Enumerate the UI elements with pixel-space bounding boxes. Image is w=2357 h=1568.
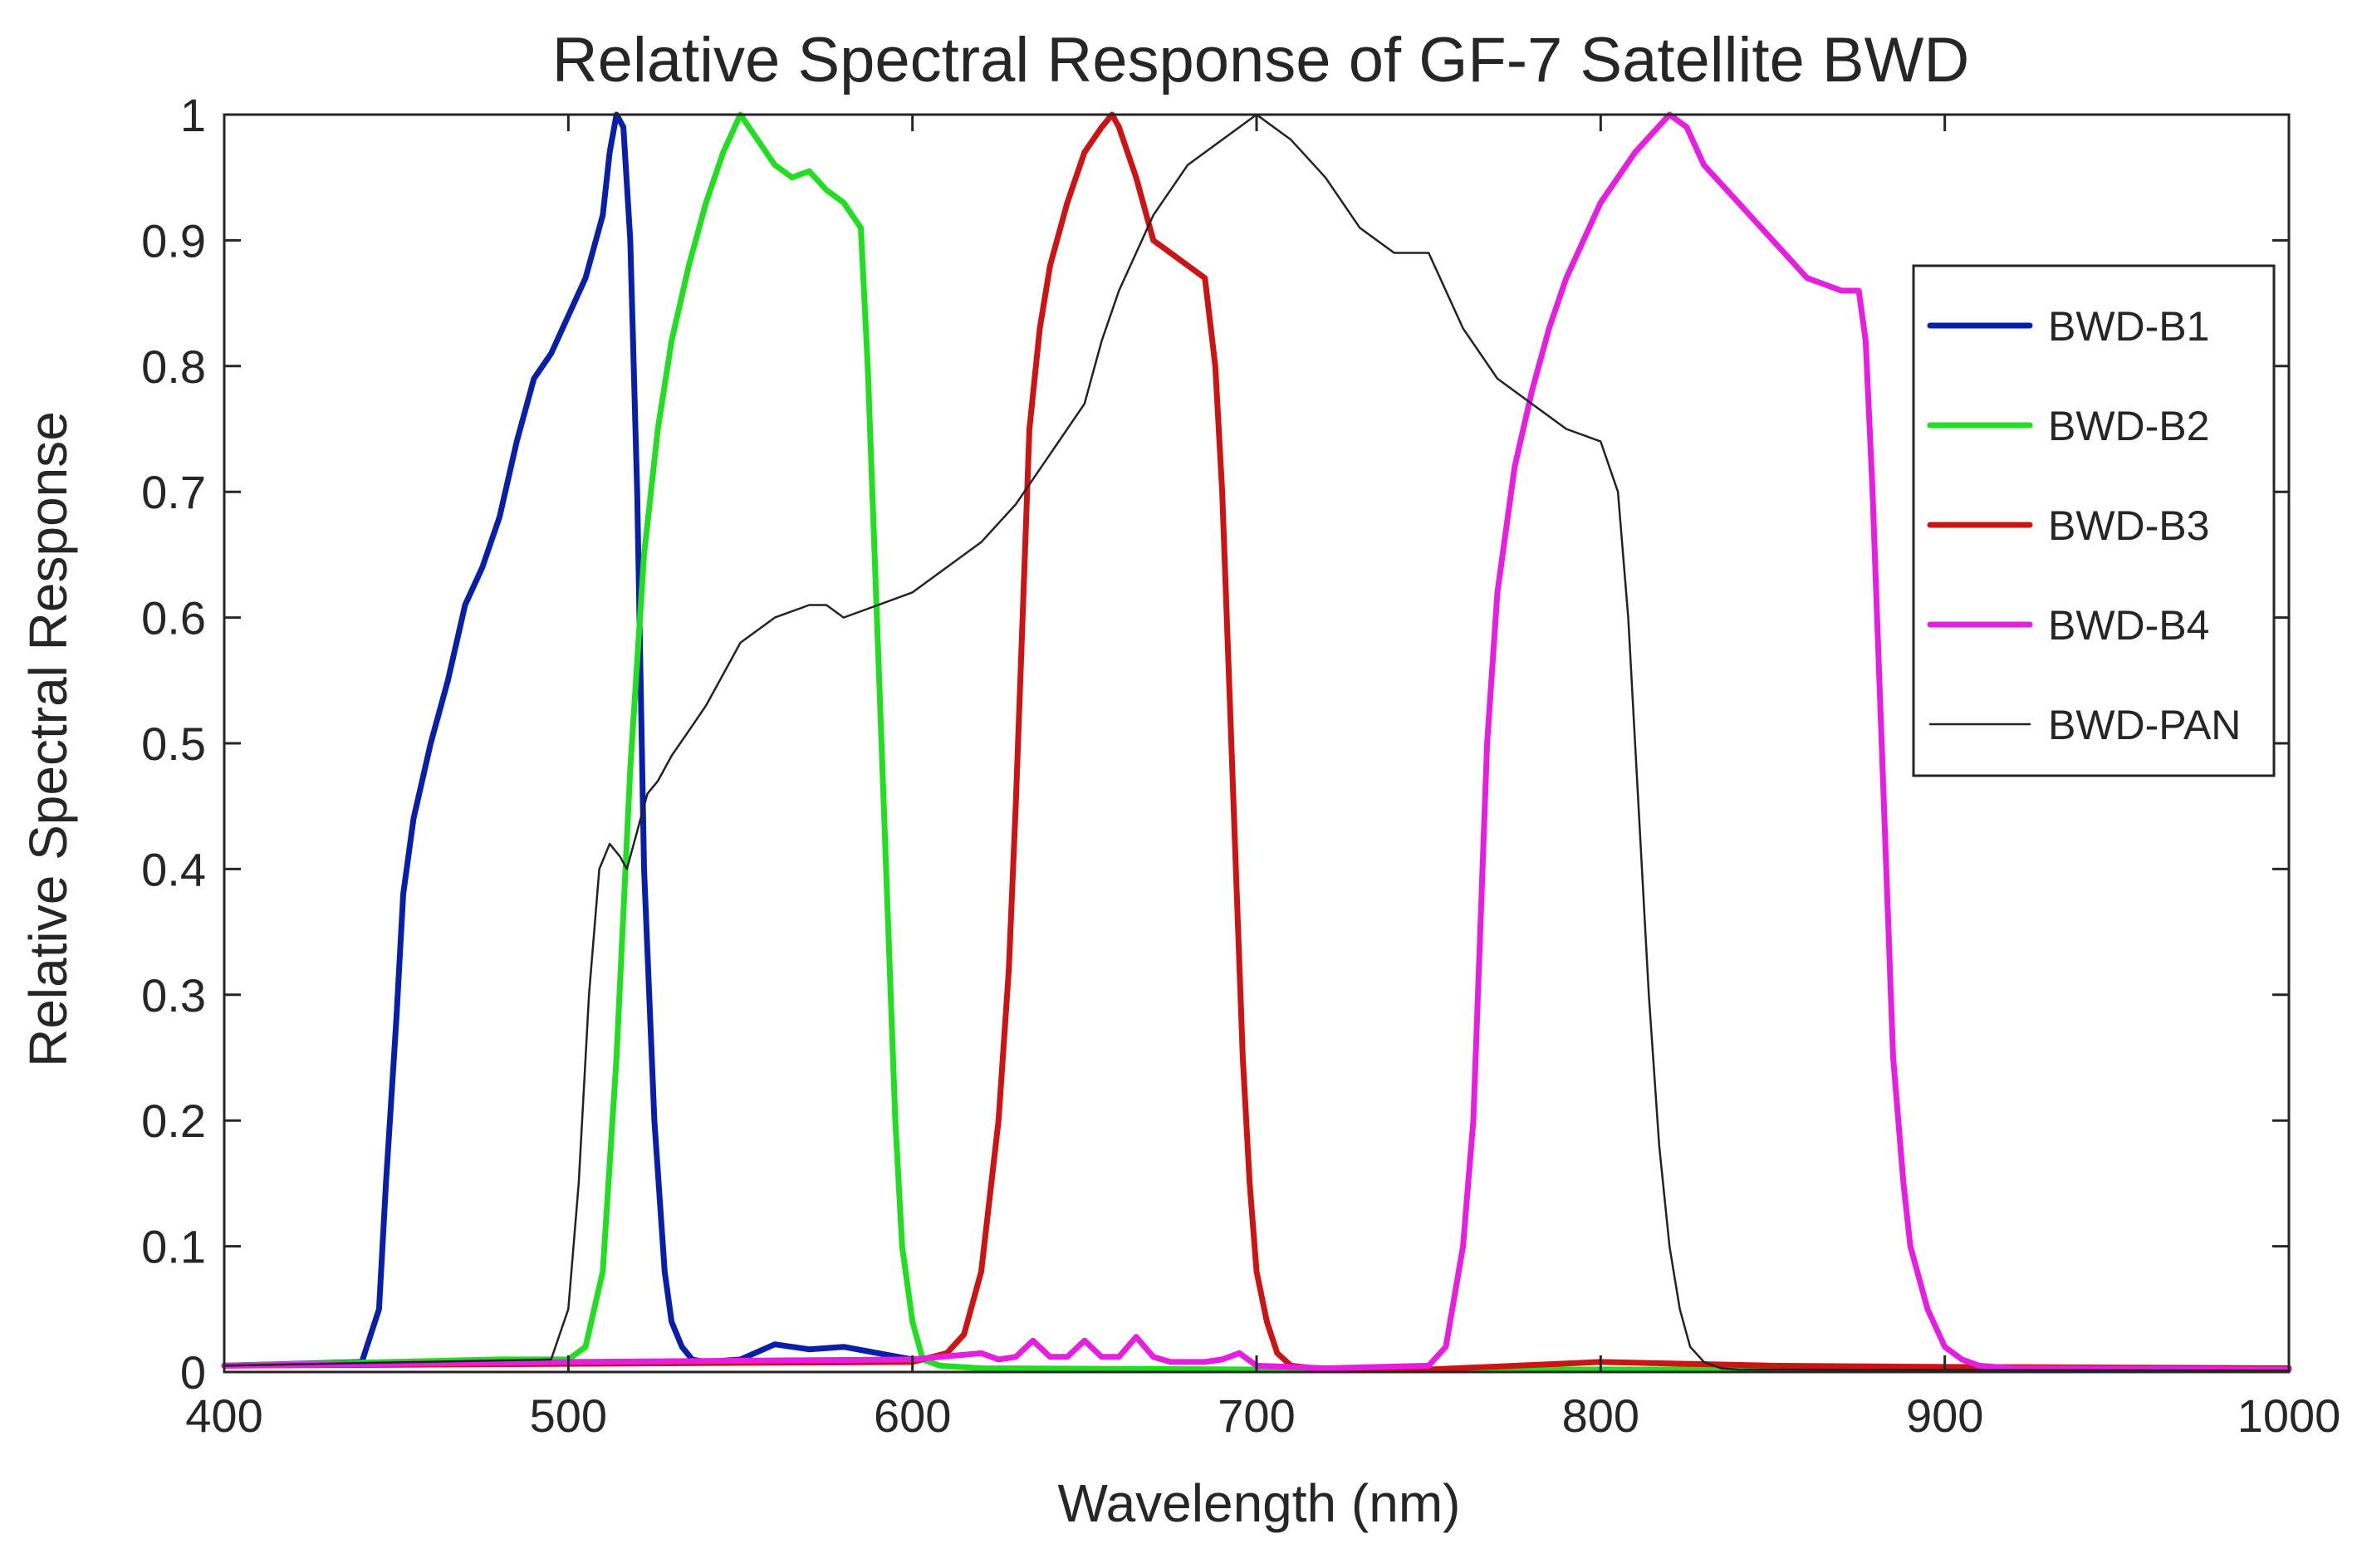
x-tick-label: 900 (1906, 1389, 1983, 1442)
y-tick-label: 0.5 (141, 718, 206, 770)
x-tick-label: 1000 (2237, 1389, 2341, 1442)
y-tick-label: 0.1 (141, 1221, 206, 1273)
series-line-bwd-pan (223, 113, 2291, 1372)
chart-title: Relative Spectral Response of GF-7 Satel… (552, 25, 1969, 96)
x-tick-label: 600 (874, 1389, 951, 1442)
y-tick-label: 0.4 (141, 843, 206, 895)
series-line-bwd-b3 (221, 111, 2292, 1373)
legend-label-bwd-b1: BWD-B1 (2048, 303, 2209, 350)
x-tick-label: 700 (1218, 1389, 1295, 1442)
x-axis-label: Wavelength (nm) (1058, 1473, 1461, 1533)
legend-label-bwd-b4: BWD-B4 (2048, 602, 2209, 649)
x-tick-label: 800 (1562, 1389, 1639, 1442)
legend-label-bwd-pan: BWD-PAN (2048, 702, 2241, 748)
y-tick-label: 0.6 (141, 592, 206, 644)
y-tick-label: 0.8 (141, 341, 206, 393)
y-axis-label: Relative Spectral Response (18, 411, 78, 1067)
legend: BWD-B1 BWD-B2 BWD-B3 BWD-B4 BWD-PAN (1912, 264, 2276, 777)
y-tick-label: 0 (180, 1346, 206, 1399)
series-group (221, 111, 2292, 1373)
series-line-bwd-b2 (221, 111, 2292, 1373)
legend-label-bwd-b2: BWD-B2 (2048, 403, 2209, 449)
x-tick-label: 400 (185, 1389, 262, 1442)
legend-label-bwd-b3: BWD-B3 (2048, 502, 2209, 549)
series-line-bwd-b4 (221, 111, 2292, 1373)
axis-ticks: 400 500 600 700 800 900 1000 0 0.1 0.2 0.3 0.4 0.5 0.… (141, 89, 2340, 1442)
y-tick-label: 0.2 (141, 1095, 206, 1147)
y-tick-label: 1 (180, 89, 206, 141)
y-tick-label: 0.3 (141, 969, 206, 1022)
y-tick-label: 0.7 (141, 466, 206, 518)
y-tick-label: 0.9 (141, 214, 206, 267)
legend-box (1912, 264, 2276, 777)
x-tick-label: 500 (530, 1389, 607, 1442)
